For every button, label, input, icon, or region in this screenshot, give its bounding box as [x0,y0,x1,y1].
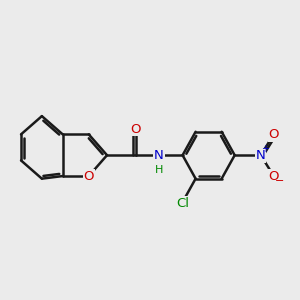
Text: N: N [256,149,266,162]
Text: O: O [268,128,279,141]
Text: −: − [275,176,284,186]
Text: Cl: Cl [176,197,189,210]
Text: O: O [83,169,94,183]
Text: O: O [130,123,141,136]
Text: +: + [261,145,269,154]
Text: O: O [268,169,279,183]
Text: N: N [154,149,164,162]
Text: H: H [155,164,163,175]
